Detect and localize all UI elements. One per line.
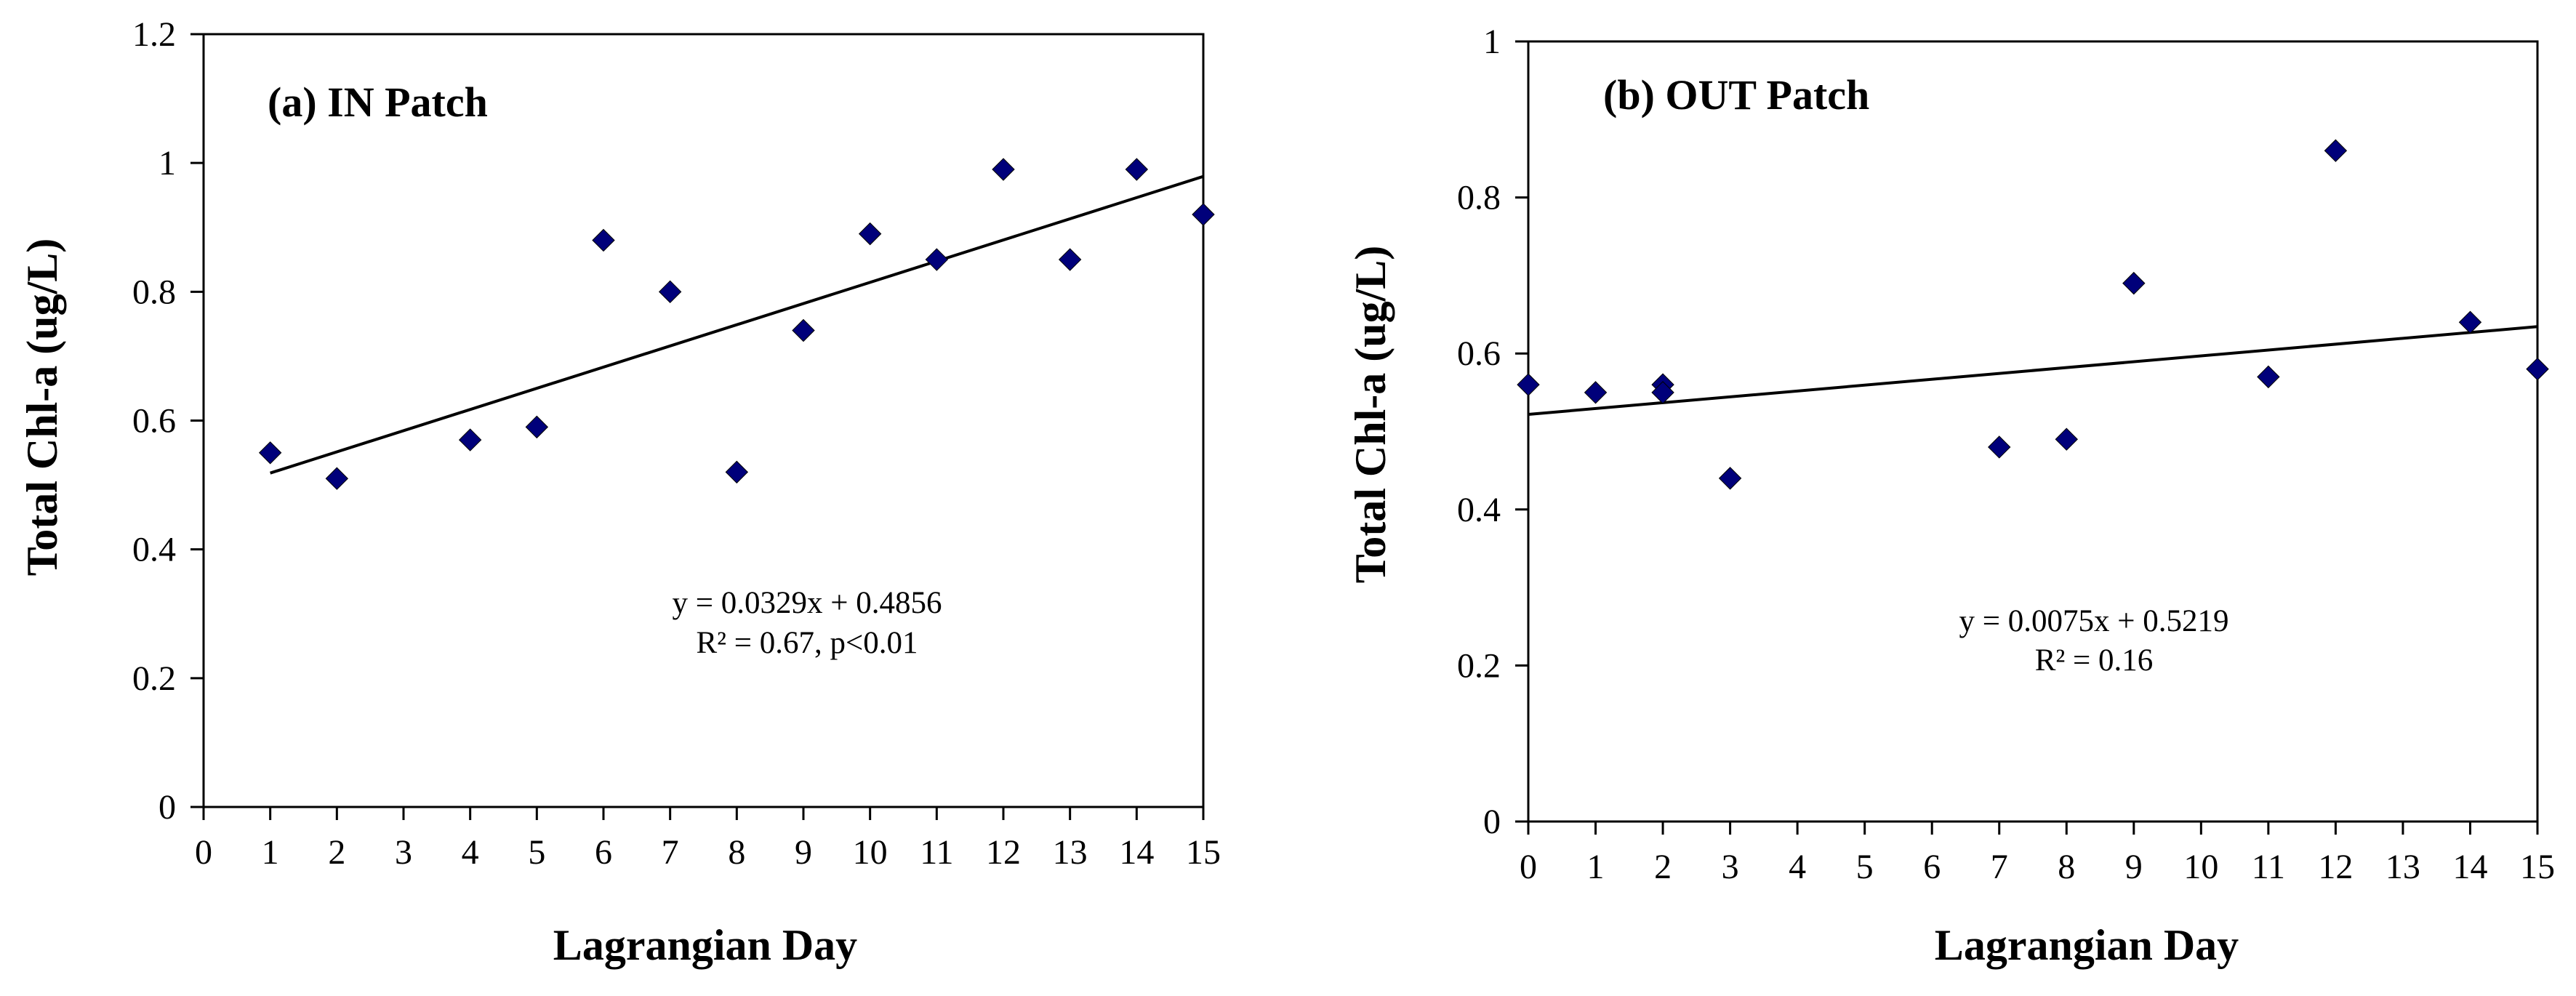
data-point bbox=[1125, 158, 1149, 181]
data-point bbox=[1517, 373, 1540, 396]
x-tick-label: 15 bbox=[2520, 848, 2555, 886]
data-point bbox=[592, 228, 615, 252]
data-point bbox=[925, 248, 949, 271]
y-tick-label: 0 bbox=[1483, 803, 1501, 841]
x-tick-label: 1 bbox=[262, 833, 279, 872]
x-tick-label: 9 bbox=[795, 833, 812, 872]
plot-area bbox=[1527, 40, 2539, 823]
data-point bbox=[1988, 435, 2011, 459]
x-tick-label: 5 bbox=[1856, 848, 1874, 886]
data-point bbox=[2122, 271, 2146, 295]
data-point bbox=[325, 467, 349, 490]
y-tick-label: 0.6 bbox=[132, 402, 176, 441]
x-tick-label: 5 bbox=[528, 833, 545, 872]
x-tick-label: 6 bbox=[1923, 848, 1941, 886]
x-tick-label: 7 bbox=[662, 833, 679, 872]
trendline-stats: R² = 0.16 bbox=[2035, 643, 2154, 678]
data-point bbox=[1651, 381, 1674, 404]
x-tick-label: 14 bbox=[2452, 848, 2487, 886]
data-point bbox=[992, 158, 1015, 181]
y-tick-label: 0 bbox=[159, 788, 176, 827]
x-tick-label: 12 bbox=[2318, 848, 2353, 886]
x-tick-label: 15 bbox=[1186, 833, 1221, 872]
data-point bbox=[525, 415, 549, 439]
trendline-stats: R² = 0.67, p<0.01 bbox=[696, 626, 918, 660]
data-point bbox=[1718, 467, 1742, 490]
trendline bbox=[270, 174, 1204, 475]
trendline-equation: y = 0.0075x + 0.5219 bbox=[1959, 604, 2228, 638]
x-tick-label: 11 bbox=[920, 833, 953, 872]
data-point bbox=[1058, 248, 1082, 271]
data-point bbox=[858, 222, 882, 246]
y-axis-label: Total Chl-a (ug/L) bbox=[1347, 246, 1395, 584]
plot-area bbox=[202, 33, 1205, 808]
x-tick-label: 10 bbox=[853, 833, 888, 872]
x-tick-label: 13 bbox=[1053, 833, 1088, 872]
x-tick-label: 3 bbox=[395, 833, 412, 872]
panel-out-patch: Total Chl-a (ug/L) Lagrangian Day (b) OU… bbox=[1347, 23, 2555, 969]
x-tick-label: 13 bbox=[2386, 848, 2420, 886]
y-axis-label: Total Chl-a (ug/L) bbox=[18, 238, 66, 577]
y-tick-label: 0.4 bbox=[132, 531, 176, 569]
data-point bbox=[2526, 357, 2549, 381]
y-tick-label: 0.2 bbox=[132, 659, 176, 698]
x-tick-label: 10 bbox=[2183, 848, 2218, 886]
data-point bbox=[2055, 427, 2078, 451]
x-tick-label: 2 bbox=[1654, 848, 1672, 886]
data-point bbox=[1584, 381, 1608, 404]
x-tick-label: 12 bbox=[986, 833, 1021, 872]
y-tick-label: 0.8 bbox=[1457, 179, 1501, 217]
y-tick-label: 1 bbox=[159, 144, 176, 182]
chart-title: (b) OUT Patch bbox=[1603, 71, 1869, 119]
trendline-equation: y = 0.0329x + 0.4856 bbox=[672, 586, 942, 620]
data-point bbox=[1192, 203, 1215, 226]
x-tick-label: 8 bbox=[2058, 848, 2075, 886]
x-tick-label: 0 bbox=[195, 833, 212, 872]
x-tick-label: 9 bbox=[2125, 848, 2143, 886]
panel-in-patch: Total Chl-a (ug/L) Lagrangian Day (a) IN… bbox=[18, 15, 1221, 969]
y-tick-label: 0.6 bbox=[1457, 334, 1501, 373]
x-tick-label: 11 bbox=[2252, 848, 2285, 886]
data-point bbox=[2257, 365, 2280, 389]
chart-title: (a) IN Patch bbox=[268, 79, 488, 126]
x-tick-label: 6 bbox=[595, 833, 612, 872]
y-tick-label: 0.2 bbox=[1457, 646, 1501, 685]
y-tick-label: 1 bbox=[1483, 23, 1501, 61]
x-tick-label: 14 bbox=[1119, 833, 1154, 872]
x-tick-label: 0 bbox=[1520, 848, 1537, 886]
x-tick-label: 7 bbox=[1991, 848, 2008, 886]
data-point bbox=[458, 428, 482, 451]
x-axis-label: Lagrangian Day bbox=[1935, 921, 2239, 969]
y-tick-label: 0.8 bbox=[132, 273, 176, 311]
x-tick-label: 3 bbox=[1722, 848, 1739, 886]
data-point bbox=[725, 460, 749, 484]
y-tick-label: 1.2 bbox=[132, 15, 176, 54]
data-point bbox=[258, 441, 282, 465]
x-tick-label: 8 bbox=[728, 833, 745, 872]
x-tick-label: 2 bbox=[328, 833, 345, 872]
trendline bbox=[1528, 325, 2538, 416]
y-tick-label: 0.4 bbox=[1457, 491, 1501, 529]
data-point bbox=[792, 318, 815, 342]
x-tick-label: 4 bbox=[462, 833, 479, 872]
x-axis-label: Lagrangian Day bbox=[553, 921, 857, 969]
data-point bbox=[658, 280, 682, 304]
x-tick-label: 4 bbox=[1789, 848, 1806, 886]
data-point bbox=[2324, 139, 2348, 162]
data-point bbox=[2458, 310, 2482, 334]
x-tick-label: 1 bbox=[1587, 848, 1605, 886]
